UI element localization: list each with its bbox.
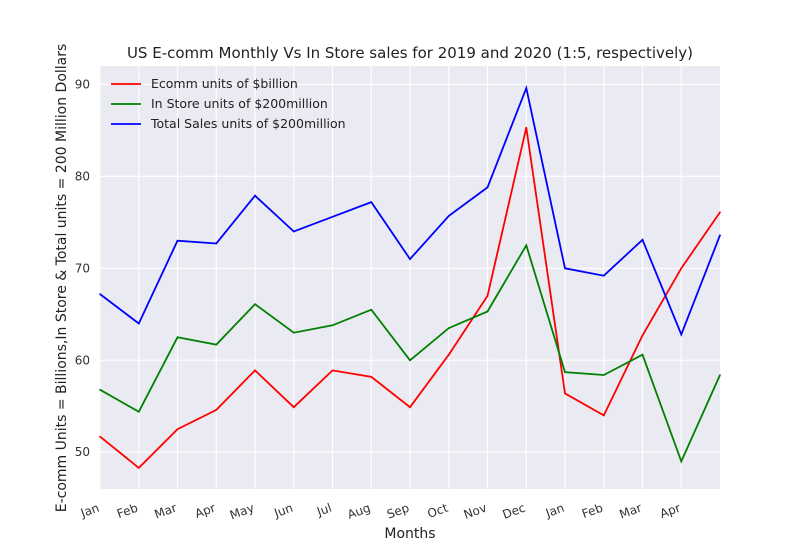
data-point (486, 310, 489, 313)
y-tick-label: 50 (75, 445, 90, 459)
y-tick-label: 90 (75, 77, 90, 91)
data-point (409, 359, 411, 362)
data-point (486, 186, 489, 189)
data-point (680, 333, 683, 336)
data-point (525, 244, 528, 247)
data-point (719, 374, 721, 376)
data-point (176, 239, 179, 242)
data-point (331, 369, 334, 372)
data-point (447, 353, 450, 356)
data-point (292, 230, 295, 233)
x-tick-label: Feb (580, 501, 605, 521)
data-point (525, 126, 528, 129)
x-axis-label: Months (384, 526, 435, 542)
data-point (641, 238, 644, 241)
data-point (99, 435, 101, 438)
x-tick-label: Oct (425, 501, 450, 521)
chart-title: US E-comm Monthly Vs In Store sales for … (127, 44, 693, 62)
x-tick-label: Feb (115, 501, 140, 521)
x-tick-label: May (228, 501, 256, 523)
data-point (719, 234, 721, 236)
data-point (370, 201, 373, 203)
data-point (641, 334, 644, 337)
series-1 (99, 126, 721, 470)
x-tick-label: Apr (658, 501, 682, 521)
data-point (254, 194, 256, 197)
data-point (331, 216, 334, 218)
x-tick-label: Mar (617, 501, 643, 522)
y-tick-labels: 50 60 70 80 90 (75, 77, 90, 459)
data-point (719, 211, 721, 214)
x-tick-label: Jun (271, 501, 294, 521)
data-point (409, 258, 411, 260)
legend: Ecomm units of $billion In Store units of… (111, 76, 346, 131)
series-2 (99, 243, 721, 464)
x-tick-label: Sep (385, 501, 411, 522)
x-tick-label: Mar (152, 501, 178, 522)
x-tick-label: Jan (78, 501, 101, 521)
y-tick-label: 70 (75, 261, 90, 275)
data-point (564, 392, 566, 395)
data-point (447, 215, 450, 217)
x-tick-label: Dec (501, 501, 528, 522)
data-point (215, 409, 218, 411)
data-point (331, 324, 334, 327)
data-point (292, 331, 295, 334)
data-point (176, 336, 179, 339)
y-tick-label: 60 (75, 353, 90, 367)
data-point (99, 388, 101, 391)
legend-label: Ecomm units of $billion (151, 76, 298, 91)
data-point (137, 322, 140, 325)
data-point (370, 308, 373, 311)
data-point (292, 406, 295, 408)
x-tick-label: Jul (314, 501, 333, 519)
x-tick-label: Jan (543, 501, 566, 521)
data-point (176, 428, 179, 431)
data-point (254, 369, 256, 372)
x-tick-label: Apr (193, 501, 217, 521)
data-point (680, 267, 683, 270)
data-point (370, 376, 373, 378)
series-layer (99, 84, 721, 470)
data-point (680, 460, 683, 463)
data-point (137, 410, 140, 413)
y-tick-label: 80 (75, 169, 90, 183)
data-point (215, 242, 218, 245)
data-point (486, 295, 489, 297)
data-point (409, 406, 411, 408)
data-point (215, 343, 218, 346)
data-point (525, 87, 528, 89)
data-point (641, 353, 644, 356)
data-point (254, 303, 256, 305)
data-point (447, 327, 450, 329)
data-point (564, 371, 566, 374)
data-point (602, 374, 605, 376)
y-axis-label: E-comm Units = Billions,In Store & Total… (54, 44, 70, 513)
legend-label: In Store units of $200million (151, 96, 328, 111)
data-point (99, 293, 101, 295)
grid (99, 66, 720, 489)
data-point (602, 274, 605, 277)
data-point (564, 267, 566, 270)
x-tick-labels: Jan Feb Mar Apr May Jun Jul Aug Sep Oct Nov Dec Jan F… (78, 501, 682, 523)
x-tick-label: Aug (345, 501, 372, 522)
data-point (602, 414, 605, 417)
series-3 (99, 84, 721, 337)
data-point (137, 467, 140, 469)
x-tick-label: Nov (462, 501, 489, 522)
legend-label: Total Sales units of $200million (150, 116, 346, 131)
